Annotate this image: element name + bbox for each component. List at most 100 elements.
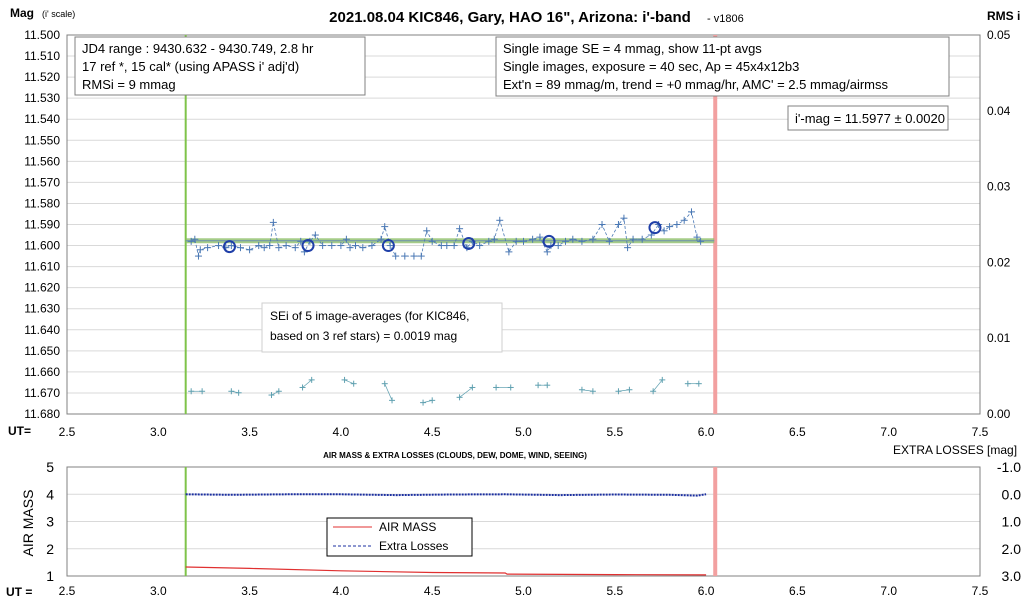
lower-y-tick-label: 2 <box>46 541 54 557</box>
lower-right-label: EXTRA LOSSES [mag] <box>893 443 1017 457</box>
lower-y-tick-label: 4 <box>46 486 54 502</box>
lower-x-tick-label: 3.0 <box>150 584 167 598</box>
sei-line2: based on 3 ref stars) = 0.0019 mag <box>270 329 457 343</box>
main-y2-tick-label: 0.03 <box>987 180 1011 194</box>
main-y-tick-label: 11.580 <box>24 196 60 210</box>
main-x-tick-label: 5.5 <box>606 425 623 439</box>
data-point <box>386 242 394 250</box>
main-x-tick-label: 6.5 <box>789 425 806 439</box>
data-point <box>236 244 244 252</box>
main-x-tick-label: 6.0 <box>698 425 715 439</box>
lower-x-tick-label: 6.5 <box>789 584 806 598</box>
info-right-line2: Single images, exposure = 40 sec, Ap = 4… <box>503 59 799 74</box>
rms-segment <box>302 379 312 388</box>
data-point <box>417 252 425 260</box>
data-point <box>512 237 520 245</box>
data-point <box>368 242 376 250</box>
data-connector-line <box>190 211 701 257</box>
data-point <box>337 242 345 250</box>
data-point <box>282 242 290 250</box>
lower-x-tick-label: 4.0 <box>333 584 350 598</box>
lower-x-tick-label: 7.5 <box>972 584 989 598</box>
main-y-tick-label: 11.570 <box>24 175 60 189</box>
data-point <box>359 244 367 252</box>
main-y-tick-label: 11.550 <box>24 133 60 147</box>
lower-x-tick-label: 7.0 <box>880 584 897 598</box>
data-point <box>352 242 360 250</box>
data-point <box>485 237 493 245</box>
main-plot-frame <box>66 34 981 415</box>
y-axis-label: Mag <box>10 6 34 20</box>
lower-left-label: AIR MASS <box>20 490 36 557</box>
data-point <box>255 242 263 250</box>
data-point <box>660 227 668 235</box>
lower-x-label: UT = <box>6 585 32 599</box>
data-point <box>543 248 551 256</box>
main-y-tick-label: 11.660 <box>24 365 60 379</box>
main-y-tick-label: 11.590 <box>24 218 60 232</box>
main-y-tick-label: 11.630 <box>24 302 60 316</box>
main-y-tick-label: 11.510 <box>24 49 60 63</box>
data-point <box>687 208 695 216</box>
main-x-tick-label: 5.0 <box>515 425 532 439</box>
data-point <box>536 233 544 241</box>
result-text: i'-mag = 11.5977 ± 0.0020 <box>795 111 945 126</box>
average-circle <box>223 240 237 254</box>
airmass-line <box>185 566 707 576</box>
data-point <box>311 231 319 239</box>
lower-chart-title: AIR MASS & EXTRA LOSSES (CLOUDS, DEW, DO… <box>323 451 587 460</box>
data-point <box>410 252 418 260</box>
lower-plot-frame <box>66 466 981 577</box>
data-point <box>187 237 195 245</box>
main-x-tick-label: 7.5 <box>972 425 989 439</box>
data-point <box>443 242 451 250</box>
data-point <box>680 216 688 224</box>
info-right-line3: Ext'n = 89 mmag/m, trend = +0 mmag/hr, A… <box>503 77 888 92</box>
x-axis-label: UT= <box>8 424 31 438</box>
main-y-tick-label: 11.540 <box>24 112 60 126</box>
rms-segment <box>344 379 354 385</box>
data-point <box>456 225 464 233</box>
data-point <box>260 244 268 252</box>
data-point <box>269 218 277 226</box>
lower-legend: AIR MASS Extra Losses <box>326 517 473 557</box>
legend-losses-label: Extra Losses <box>379 539 448 553</box>
info-box-left: JD4 range : 9430.632 - 9430.749, 2.8 hr … <box>74 36 366 96</box>
info-left-line3: RMSi = 9 mmag <box>82 77 176 92</box>
main-x-tick-label: 3.5 <box>241 425 258 439</box>
average-circle <box>301 239 315 253</box>
data-point <box>476 242 484 250</box>
main-y2-tick-label: 0.04 <box>987 104 1011 118</box>
data-point <box>624 244 632 252</box>
lower-y2-tick-label: 0.0 <box>1002 486 1022 502</box>
data-point <box>638 235 646 243</box>
main-y-tick-label: 11.600 <box>24 239 60 253</box>
data-point <box>693 233 701 241</box>
main-y2-tick-label: 0.02 <box>987 255 1011 269</box>
data-point <box>266 242 274 250</box>
data-point <box>319 242 327 250</box>
data-point <box>291 244 299 252</box>
data-point <box>614 221 622 228</box>
data-point <box>569 235 577 243</box>
y-axis-sublabel: (i' scale) <box>42 9 75 19</box>
extra-losses-line <box>185 493 707 497</box>
data-point <box>215 242 223 250</box>
lower-x-tick-label: 3.5 <box>241 584 258 598</box>
legend-airmass-label: AIR MASS <box>379 520 436 534</box>
data-point <box>673 221 681 228</box>
data-point <box>505 248 513 256</box>
y2-axis-label: RMS i <box>987 9 1020 23</box>
data-point <box>377 235 385 243</box>
lower-y2-tick-label: 2.0 <box>1002 541 1022 557</box>
data-point <box>227 242 235 250</box>
data-point <box>428 237 436 245</box>
data-point <box>697 237 705 245</box>
rms-segment <box>271 390 279 396</box>
info-left-line2: 17 ref *, 15 cal* (using APASS i' adj'd) <box>82 59 299 74</box>
average-circle <box>542 234 556 248</box>
main-x-tick-label: 7.0 <box>880 425 897 439</box>
data-point <box>392 252 400 260</box>
data-point <box>620 214 628 222</box>
